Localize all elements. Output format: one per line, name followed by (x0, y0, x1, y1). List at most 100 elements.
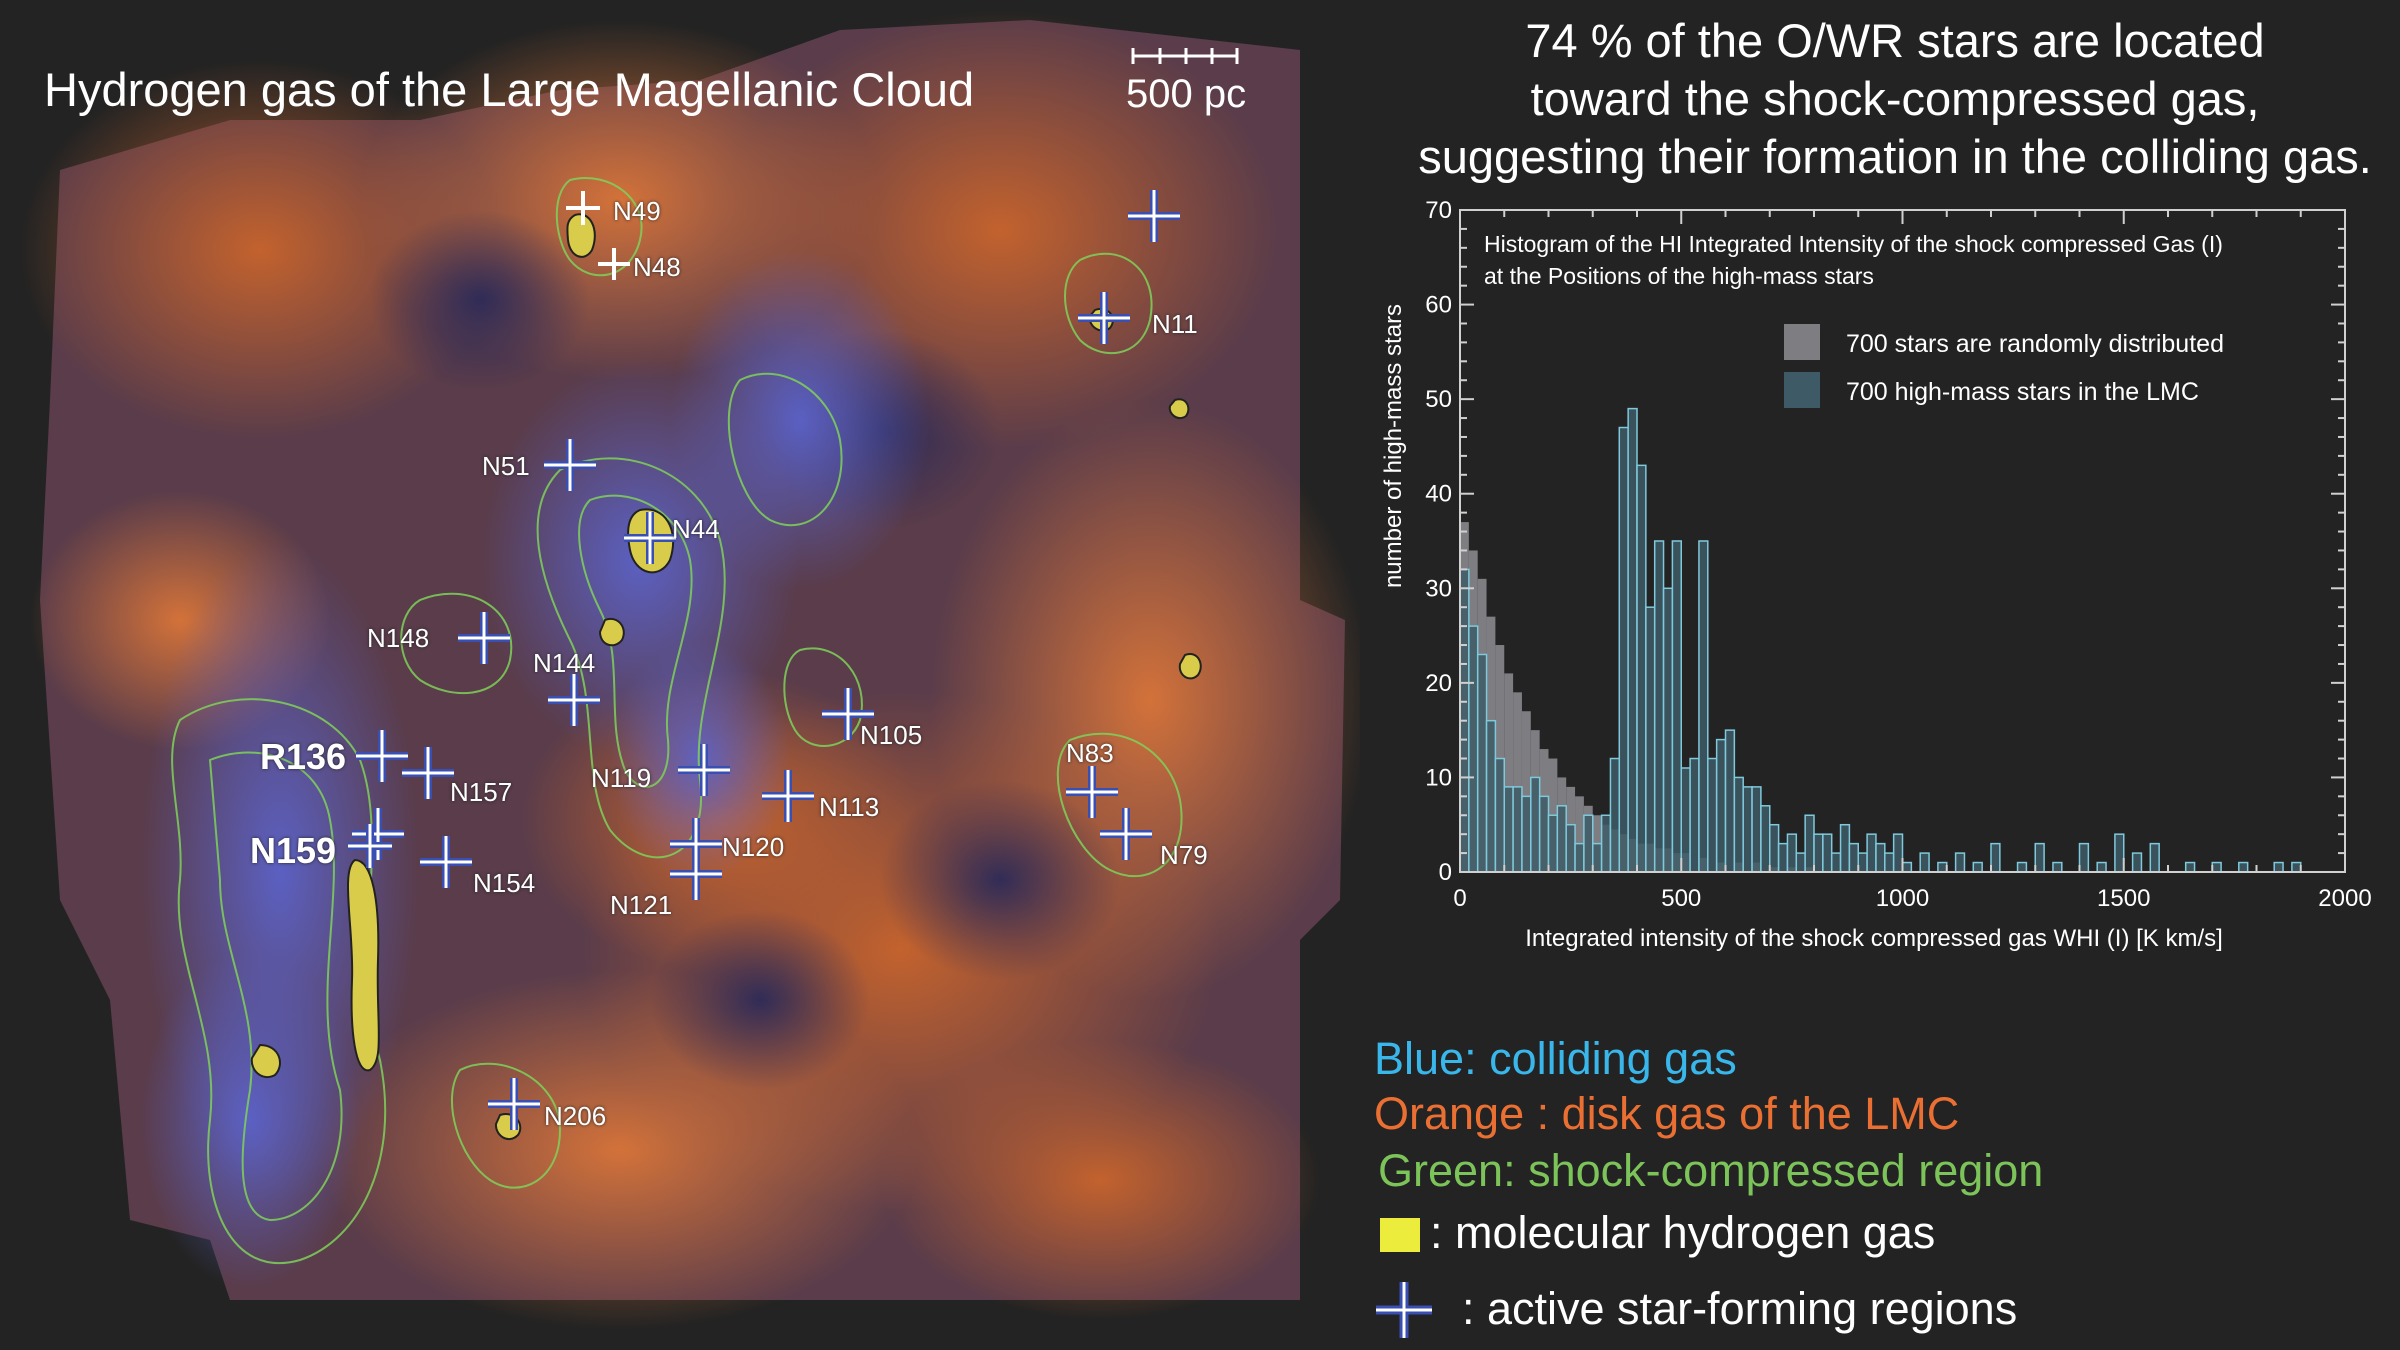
region-label: N144 (533, 648, 596, 678)
histogram-bar (2238, 861, 2249, 873)
region-label: N44 (672, 514, 720, 544)
scale-bar-icon (1131, 48, 1239, 64)
histogram-bar (1556, 805, 1567, 873)
histogram-bar (1884, 852, 1895, 873)
histogram-bar (1804, 814, 1815, 873)
histogram-bar (1919, 852, 1930, 873)
histogram-bar (1468, 625, 1479, 873)
histogram-bar (1901, 861, 1913, 873)
star-forming-region-cross-icon (488, 1078, 540, 1130)
star-forming-region-cross-icon (352, 808, 404, 860)
x-tick-label: 0 (1453, 885, 1466, 912)
histogram-bar (1954, 852, 1966, 873)
legend-swatch-high-mass (1784, 372, 1820, 408)
region-label: N105 (860, 720, 923, 750)
star-forming-region-cross-icon (1066, 766, 1118, 818)
histogram-bar (1512, 786, 1523, 873)
histogram-bar (1671, 540, 1682, 873)
histogram-bar (1689, 757, 1700, 873)
histogram-bar (1866, 833, 1877, 873)
histogram-bar (1565, 823, 1576, 873)
star-forming-region-cross-icon (420, 836, 472, 888)
region-label: N11 (1152, 309, 1198, 339)
histogram-bar (1547, 814, 1559, 873)
y-tick-label: 10 (1425, 764, 1452, 791)
star-forming-region-cross-icon (670, 848, 722, 900)
legend-label-high-mass: 700 high-mass stars in the LMC (1846, 378, 2199, 406)
histogram-bar (1504, 673, 1514, 872)
legend-star-forming: : active star-forming regions (1462, 1283, 2018, 1334)
star-forming-region-cross-icon (624, 512, 676, 564)
headline: 74 % of the O/WR stars are located towar… (1400, 12, 2390, 186)
y-axis-label: number of high-mass stars (1380, 304, 1407, 588)
histogram-bar (2291, 861, 2302, 873)
lmc-hydrogen-map (20, 10, 1360, 1330)
histogram-bar (1848, 842, 1859, 873)
region-label: N113 (819, 792, 880, 822)
legend-molecular-gas: : molecular hydrogen gas (1430, 1207, 1936, 1258)
histogram-bar (1574, 842, 1585, 873)
histogram-bar (1583, 814, 1594, 873)
histogram-bar (2149, 842, 2160, 873)
region-label: N119 (591, 763, 652, 793)
star-forming-region-cross-icon (544, 439, 596, 491)
histogram-bar (1769, 823, 1780, 873)
star-forming-cross-icon (1376, 1282, 1432, 1338)
region-label: N120 (722, 832, 785, 862)
histogram-bar (2096, 861, 2107, 873)
headline-line: suggesting their formation in the collid… (1418, 130, 2372, 183)
region-label-n159: N159 (250, 830, 337, 871)
region-label: N49 (613, 196, 661, 226)
star-forming-region-cross-icon (458, 612, 510, 664)
legend-colliding-gas: Blue: colliding gas (1374, 1033, 1737, 1084)
high-mass-series-bars (1459, 407, 2302, 873)
region-label: N48 (633, 252, 681, 282)
molecular-gas-swatch (1380, 1218, 1420, 1252)
x-tick-label: 1000 (1876, 885, 1929, 912)
x-tick-label: 2000 (2318, 885, 2371, 912)
legend-disk-gas: Orange : disk gas of the LMC (1374, 1088, 1960, 1139)
star-forming-region-cross-icon (548, 674, 600, 726)
histogram-bar (1742, 786, 1753, 873)
histogram-bar (2211, 861, 2222, 873)
star-forming-region-cross-icon (678, 744, 730, 796)
star-forming-region-cross-icon (762, 770, 814, 822)
histogram-bar (1724, 729, 1736, 873)
plot-frame (1459, 209, 2346, 873)
histogram-bar (1575, 796, 1584, 872)
histogram-bar (1627, 407, 1638, 873)
histogram-bar (1662, 587, 1674, 873)
scale-bar-label: 500 pc (1126, 72, 1247, 116)
x-tick-label: 500 (1661, 885, 1701, 912)
region-label: N148 (367, 623, 430, 653)
star-forming-region-cross-icon (1078, 292, 1130, 344)
histogram-bar (1521, 795, 1532, 873)
y-tick-label: 40 (1425, 481, 1452, 508)
histogram-bar (1645, 606, 1656, 873)
histogram-bar (1972, 861, 1983, 873)
histogram-bar (1822, 833, 1833, 873)
histogram-bar (2078, 842, 2090, 873)
y-tick-label: 20 (1425, 670, 1452, 697)
legend-swatch-random (1784, 324, 1820, 360)
star-forming-region-cross-icon (402, 747, 454, 799)
legend-shock-compressed: Green: shock-compressed region (1378, 1145, 2044, 1196)
histogram-bar (1521, 711, 1531, 872)
histogram-bar (2016, 861, 2028, 873)
y-tick-label: 0 (1439, 859, 1452, 886)
histogram-bar (1795, 852, 1806, 873)
histogram-bar (1538, 795, 1550, 873)
x-tick-label: 1500 (2097, 885, 2150, 912)
histogram-bar (2184, 861, 2196, 873)
region-label: N121 (610, 890, 673, 920)
histogram-bar (1600, 814, 1612, 873)
x-axis-label: Integrated intensity of the shock compre… (1525, 925, 2223, 952)
histogram-bar (1777, 842, 1789, 873)
histogram-bar (2273, 861, 2284, 873)
chart-axes: 0 500 1000 1500 2000 0 10 20 30 40 50 60 70 (1425, 197, 2371, 912)
histogram-bar (1618, 426, 1629, 873)
histogram-bar (1503, 786, 1514, 873)
histogram-bar (1937, 861, 1948, 873)
histogram-bar (2114, 833, 2125, 873)
histogram-bar (1530, 776, 1541, 873)
